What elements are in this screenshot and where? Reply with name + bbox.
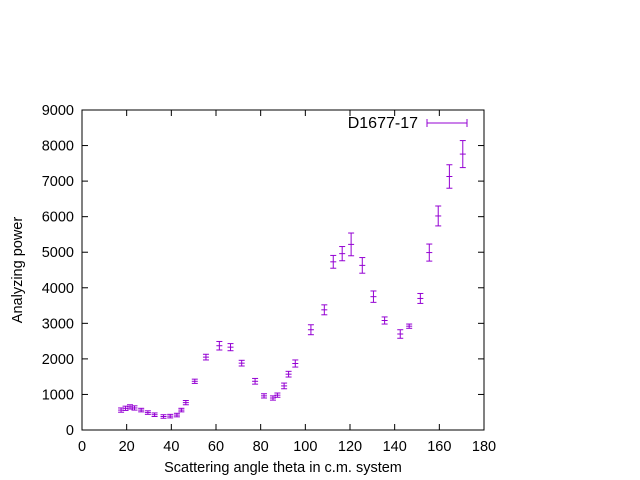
y-tick-label: 0 [66, 423, 74, 439]
data-point [191, 378, 198, 384]
data-point [269, 395, 276, 401]
data-point [281, 382, 288, 390]
legend-label: D1677-17 [348, 115, 418, 132]
data-point [151, 412, 158, 417]
data-point [370, 290, 377, 303]
data-point [274, 392, 281, 398]
x-tick-label: 140 [383, 439, 407, 455]
legend: D1677-17 [348, 115, 468, 132]
data-point [138, 407, 145, 413]
y-tick-label: 8000 [42, 139, 74, 155]
data-point [285, 370, 292, 378]
data-point [122, 405, 129, 411]
y-tick-label: 3000 [42, 316, 74, 332]
y-tick-label: 7000 [42, 174, 74, 190]
legend-sample-errorbar [426, 119, 468, 127]
x-axis-ticks: 0 20 40 60 80 100 120 140 160 180 [78, 110, 496, 455]
x-tick-label: 160 [427, 439, 451, 455]
axes [81, 109, 485, 431]
data-point [178, 407, 185, 413]
data-point [127, 404, 134, 410]
data-point [459, 140, 466, 169]
data-point [321, 304, 328, 316]
x-axis-label: Scattering angle theta in c.m. system [164, 460, 402, 476]
x-tick-label: 60 [208, 439, 224, 455]
data-point [417, 292, 424, 304]
x-tick-label: 100 [293, 439, 317, 455]
data-point [397, 329, 404, 339]
data-point [359, 257, 366, 274]
plot-frame [81, 109, 485, 431]
y-tick-label: 6000 [42, 210, 74, 226]
x-tick-label: 40 [163, 439, 179, 455]
data-point [330, 254, 337, 269]
x-tick-label: 20 [119, 439, 135, 455]
y-tick-label: 1000 [42, 387, 74, 403]
y-tick-label: 9000 [42, 103, 74, 119]
x-tick-label: 180 [472, 439, 496, 455]
data-point [216, 340, 223, 351]
y-axis-ticks: 0 1000 2000 3000 4000 5000 6000 7000 8000 9000 [42, 103, 484, 439]
data-point [182, 399, 189, 406]
data-point [261, 393, 268, 399]
y-tick-label: 2000 [42, 352, 74, 368]
data-point [131, 405, 138, 411]
y-tick-label: 4000 [42, 281, 74, 297]
x-tick-label: 120 [338, 439, 362, 455]
data-point [173, 412, 180, 418]
data-point [339, 246, 346, 262]
data-series [118, 140, 466, 419]
data-point [252, 377, 259, 385]
data-point [144, 410, 151, 415]
data-point [426, 243, 433, 262]
x-tick-label: 0 [78, 439, 86, 455]
data-point [381, 316, 388, 325]
x-tick-label: 80 [253, 439, 269, 455]
data-point [238, 359, 245, 367]
data-point [292, 359, 299, 368]
data-point [348, 232, 355, 257]
y-axis-label: Analyzing power [10, 217, 26, 324]
data-point [435, 205, 442, 227]
data-point [307, 324, 314, 336]
data-point [202, 353, 209, 361]
y-tick-label: 5000 [42, 245, 74, 261]
data-point [167, 413, 174, 419]
data-point [160, 414, 167, 419]
data-point [406, 323, 413, 329]
data-point [446, 164, 453, 189]
data-point [227, 343, 234, 352]
